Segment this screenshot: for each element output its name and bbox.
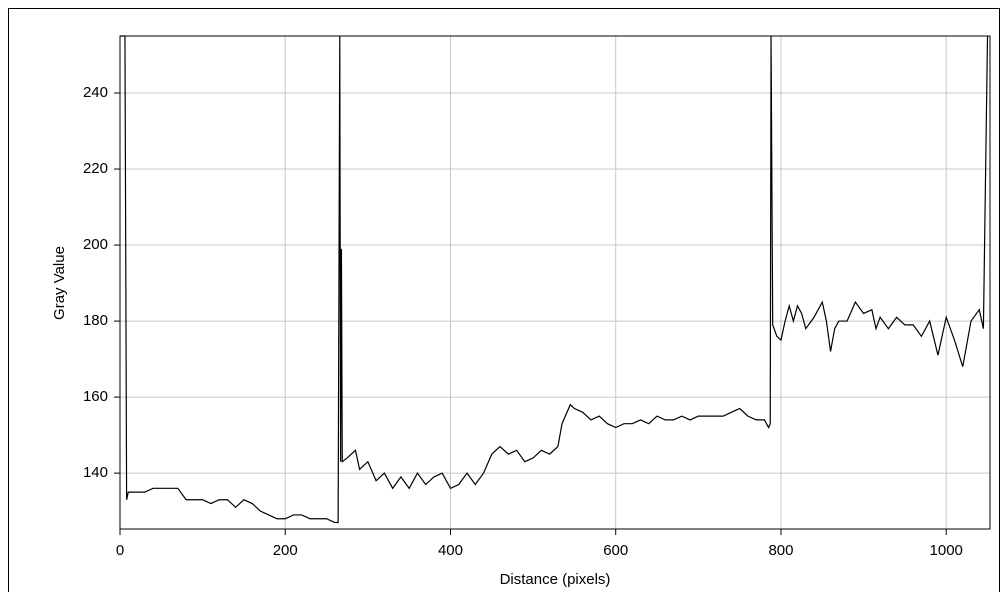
window-frame	[8, 8, 1000, 592]
x-axis-title: Distance (pixels)	[500, 571, 611, 588]
x-tick-label: 600	[603, 542, 628, 559]
y-tick-label: 180	[83, 312, 108, 329]
x-tick-label: 800	[768, 542, 793, 559]
x-tick-label: 1000	[930, 542, 963, 559]
y-tick-label: 240	[83, 84, 108, 101]
x-tick-label: 400	[438, 542, 463, 559]
plot-frame	[119, 35, 991, 530]
x-tick-label: 200	[273, 542, 298, 559]
y-tick-label: 160	[83, 388, 108, 405]
y-tick-label: 140	[83, 464, 108, 481]
profile-line	[120, 35, 989, 524]
x-tick-label: 0	[116, 542, 124, 559]
y-tick-label: 200	[83, 236, 108, 253]
y-tick-label: 220	[83, 160, 108, 177]
y-axis-title: Gray Value	[51, 246, 68, 320]
